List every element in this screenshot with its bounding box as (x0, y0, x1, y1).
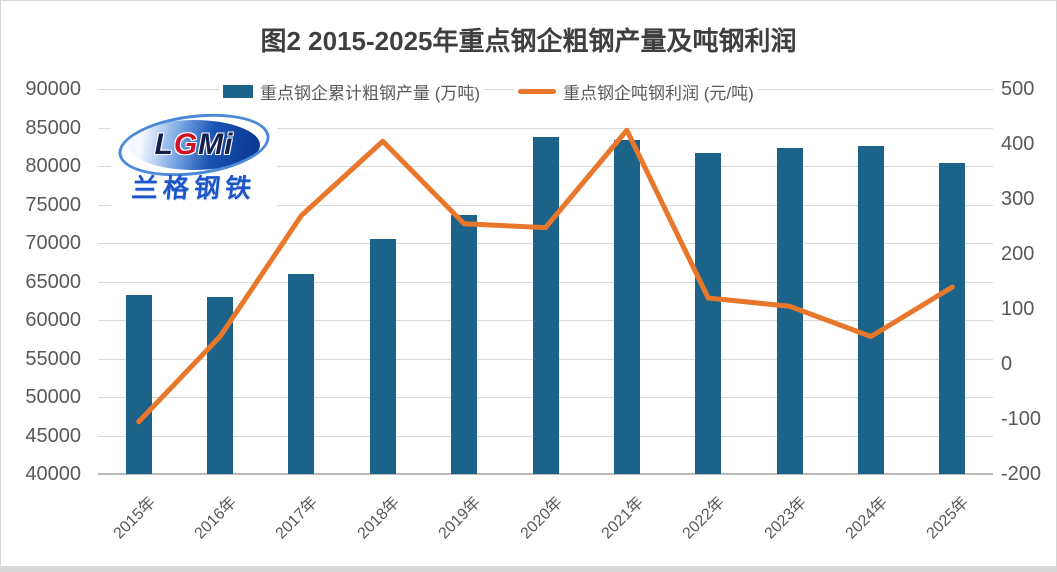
right-axis-tick: -100 (1001, 408, 1042, 430)
legend-item-profit: 重点钢企吨钢利润 (元/吨) (514, 77, 758, 106)
bar-2024年 (857, 145, 884, 474)
x-label-2016年: 2016年 (191, 494, 241, 543)
legend-line-swatch (518, 89, 557, 94)
left-axis-tick: 40000 (25, 463, 81, 485)
bar-2025年 (939, 162, 966, 474)
legend-bar-swatch (223, 85, 253, 98)
right-axis-tick: 400 (1001, 133, 1035, 155)
right-axis-tick: 200 (1001, 243, 1035, 265)
left-axis-tick: 85000 (25, 116, 81, 139)
left-axis-tick: 70000 (25, 232, 81, 254)
left-axis-tick: 55000 (25, 347, 81, 370)
bar-2023年 (776, 147, 803, 474)
x-label-2024年: 2024年 (842, 494, 891, 543)
left-axis-tick: 75000 (25, 193, 81, 216)
right-axis-tick: 0 (1001, 353, 1013, 375)
x-label-2020年: 2020年 (517, 494, 566, 543)
legend-line-label: 重点钢企吨钢利润 (元/吨) (563, 84, 754, 103)
lgmi-logo: LGMi 兰格钢铁 (111, 120, 277, 220)
x-label-2017年: 2017年 (272, 494, 322, 543)
x-label-2023年: 2023年 (761, 494, 810, 543)
left-axis-tick: 50000 (25, 386, 81, 408)
right-axis-tick: -200 (1001, 463, 1042, 485)
left-axis-tick: 65000 (25, 270, 81, 293)
bar-2021年 (613, 139, 640, 474)
bar-2018年 (369, 239, 396, 474)
chart-title: 图2 2015-2025年重点钢企粗钢产量及吨钢利润 (260, 26, 797, 56)
lgmi-logo-letter: G (173, 128, 199, 161)
x-axis-line (98, 473, 993, 475)
legend-item-production: 重点钢企累计粗钢产量 (万吨) (219, 77, 485, 106)
legend: 重点钢企累计粗钢产量 (万吨) 重点钢企吨钢利润 (元/吨) (219, 77, 758, 106)
bar-2019年 (451, 215, 478, 474)
right-axis-tick: 500 (1001, 78, 1035, 100)
lgmi-logo-text: LGMi (154, 130, 233, 160)
left-axis-tick: 80000 (25, 155, 81, 177)
left-axis-tick: 45000 (25, 424, 81, 447)
bar-2017年 (288, 273, 315, 474)
bar-2015年 (125, 294, 152, 474)
right-axis-tick: 300 (1001, 188, 1035, 210)
lgmi-logo-name: 兰格钢铁 (130, 173, 258, 203)
bar-2016年 (207, 296, 234, 474)
lgmi-logo-letter: L (154, 128, 174, 161)
left-axis-tick: 60000 (25, 309, 81, 331)
lgmi-logo-ellipse: LGMi (128, 120, 260, 170)
x-label-2015年: 2015年 (110, 494, 159, 543)
lgmi-logo-letter: M (198, 128, 225, 161)
right-axis-tick: 100 (1001, 298, 1035, 320)
bar-2022年 (695, 152, 722, 474)
x-label-2018年: 2018年 (354, 494, 403, 543)
left-axis-tick: 90000 (25, 78, 81, 100)
x-label-2022年: 2022年 (679, 494, 729, 543)
lgmi-logo-letter: i (224, 128, 234, 161)
window-bottom-strip (1, 566, 1056, 571)
bar-2020年 (532, 136, 559, 474)
x-label-2025年: 2025年 (923, 494, 973, 543)
x-label-2019年: 2019年 (435, 494, 485, 543)
x-label-2021年: 2021年 (598, 494, 647, 543)
legend-bar-label: 重点钢企累计粗钢产量 (万吨) (260, 84, 481, 103)
